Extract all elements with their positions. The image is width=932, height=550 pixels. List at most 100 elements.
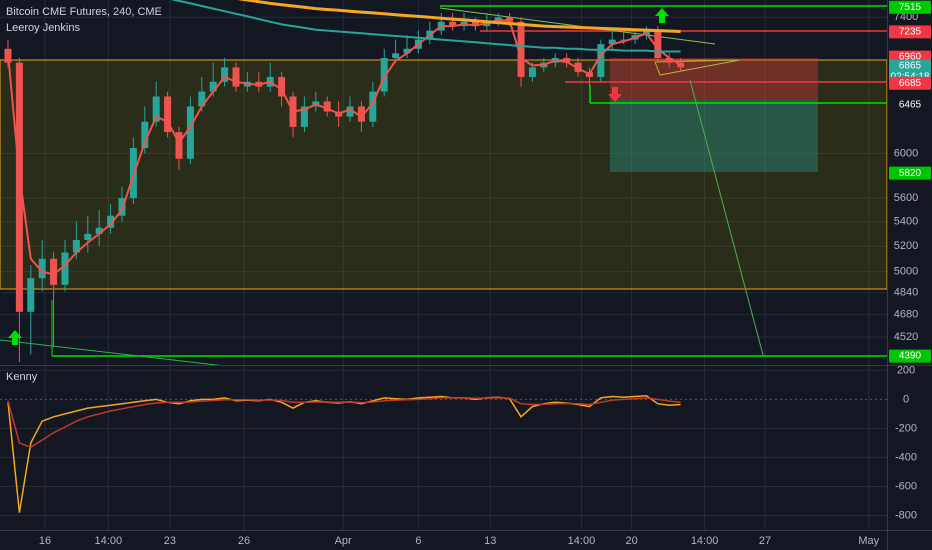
y-tick-label: 4520	[894, 331, 918, 343]
candle-body	[141, 121, 149, 148]
price-badge-label: 7235	[899, 27, 922, 38]
price-badge	[889, 98, 931, 112]
candle-body	[175, 132, 183, 159]
y-tick-label: -400	[895, 451, 917, 463]
x-tick-label: Apr	[335, 535, 352, 547]
candle-body	[369, 91, 377, 122]
candle-body	[107, 215, 115, 228]
candle-body	[563, 58, 571, 63]
line-series	[237, 0, 681, 33]
candle-body	[449, 21, 457, 27]
arrow-down	[608, 87, 622, 102]
y-tick-label: 0	[903, 393, 909, 405]
y-tick-label: -200	[895, 422, 917, 434]
indicator-label: Leeroy Jenkins	[6, 22, 80, 34]
indicator-label: Kenny	[6, 371, 38, 383]
candle-body	[27, 278, 35, 312]
candle-body	[380, 58, 388, 92]
x-tick-label: 26	[238, 535, 250, 547]
price-badge-label: 6865	[899, 61, 922, 72]
candle-body	[665, 58, 673, 63]
candle-body	[15, 62, 23, 312]
y-tick-label: 6000	[894, 147, 918, 159]
y-tick-label: 5600	[894, 192, 918, 204]
y-tick-label: -800	[895, 509, 917, 521]
arrow-up	[8, 330, 22, 345]
candle-body	[506, 17, 514, 22]
x-tick-label: 16	[39, 535, 51, 547]
candle-body	[677, 62, 685, 68]
candle-body	[232, 67, 240, 87]
candle-body	[608, 39, 616, 45]
trend-line	[0, 339, 221, 365]
y-tick-label: 5000	[894, 266, 918, 278]
price-badge-label: 6465	[899, 100, 922, 111]
x-tick-label: 27	[759, 535, 771, 547]
y-tick-label: -600	[895, 480, 917, 492]
price-badge	[889, 166, 931, 180]
x-tick-label: 13	[484, 535, 496, 547]
y-tick-label: 5400	[894, 216, 918, 228]
x-tick-label: 6	[415, 535, 421, 547]
x-tick-label: 14:00	[568, 535, 596, 547]
candle-body	[300, 106, 308, 127]
candle-body	[198, 91, 206, 107]
y-tick-label: 4840	[894, 287, 918, 299]
trend-line	[689, 79, 764, 356]
x-tick-label: 14:00	[95, 535, 123, 547]
candle-body	[186, 106, 194, 159]
price-badge	[889, 349, 931, 363]
candle-body	[95, 227, 103, 234]
price-badge-label: 5820	[899, 168, 922, 179]
candles	[4, 0, 685, 363]
candle-body	[221, 67, 229, 82]
candle-body	[620, 39, 628, 41]
candle-body	[72, 240, 80, 253]
candle-body	[61, 252, 69, 285]
y-tick-label: 7400	[894, 11, 918, 23]
candle-body	[517, 21, 525, 77]
grid	[0, 0, 887, 530]
candle-body	[654, 30, 662, 59]
candle-body	[38, 258, 46, 279]
range-box	[0, 59, 887, 290]
candle-body	[323, 101, 331, 112]
candle-body	[357, 106, 365, 122]
candle-body	[392, 53, 400, 59]
candle-body	[209, 81, 217, 92]
candle-body	[471, 21, 479, 27]
y-tick-label: 4680	[894, 308, 918, 320]
line-series	[7, 18, 682, 276]
target-zone	[610, 100, 818, 172]
candle-body	[403, 48, 411, 54]
candle-body	[164, 96, 172, 133]
price-badge	[889, 25, 931, 39]
drawings	[0, 5, 887, 365]
chart-title: Bitcoin CME Futures, 240, CME	[6, 6, 162, 18]
candle-body	[278, 76, 286, 97]
price-badge-label: 6960	[899, 52, 922, 63]
x-tick-label: May	[858, 535, 879, 547]
price-badge-label: 6685	[899, 78, 922, 89]
price-badge-label: 7515	[899, 2, 922, 13]
arrow-up	[655, 8, 669, 23]
price-badge	[889, 0, 931, 14]
x-tick-label: 20	[625, 535, 637, 547]
candle-body	[50, 258, 58, 285]
line-series	[170, 0, 681, 53]
y-tick-label: 5200	[894, 240, 918, 252]
price-badge	[889, 76, 931, 90]
triangle	[654, 59, 741, 76]
candle-body	[152, 96, 160, 122]
stop-zone	[610, 58, 818, 100]
candle-body	[346, 106, 354, 117]
line-series	[7, 397, 681, 449]
candle-body	[597, 44, 605, 77]
candle-body	[528, 67, 536, 77]
candle-body	[84, 233, 92, 241]
oscillator	[7, 395, 681, 513]
price-badge-label: 4390	[899, 351, 922, 362]
x-tick-label: 14:00	[691, 535, 719, 547]
